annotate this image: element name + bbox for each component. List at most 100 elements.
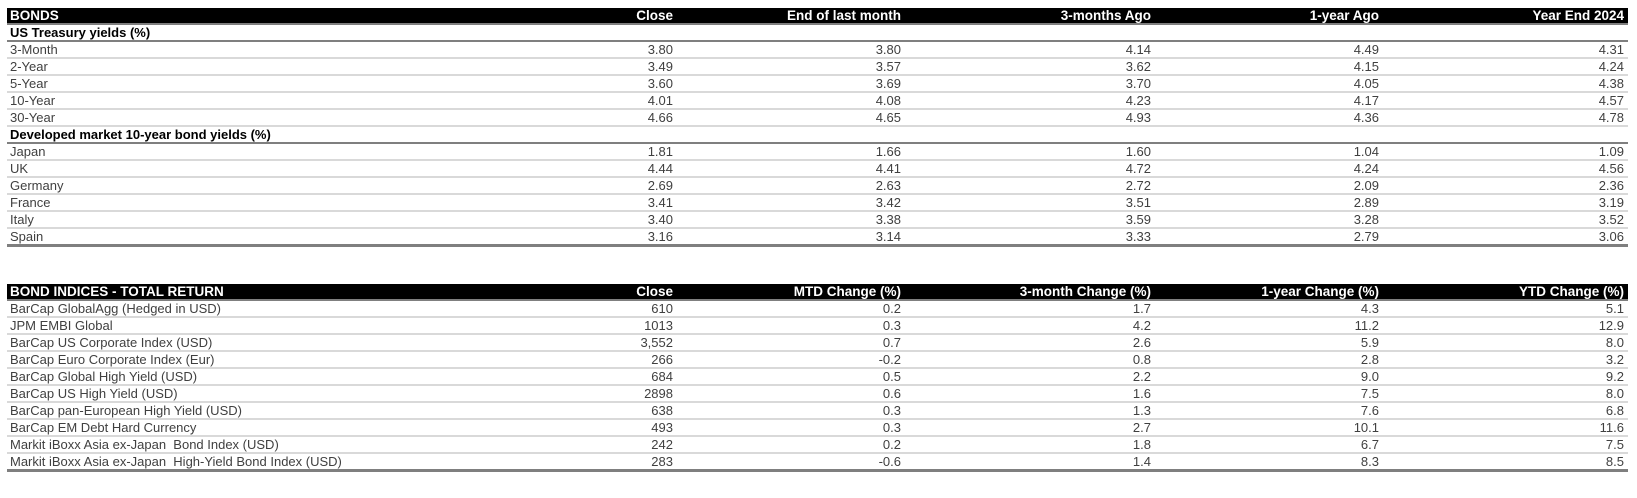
- cell-value: 4.23: [905, 92, 1155, 110]
- cell-value: 7.5: [1383, 436, 1628, 454]
- cell-value: 2.7: [905, 419, 1155, 437]
- cell-value: 1.60: [905, 143, 1155, 161]
- cell-value: 2.63: [677, 177, 905, 195]
- table-row: BarCap US High Yield (USD) 2898 0.6 1.6 7.5 8…: [7, 385, 1628, 403]
- bonds-header-row: BONDS Close End of last month 3-months A…: [7, 8, 1628, 25]
- cell-value: 3.28: [1155, 211, 1383, 229]
- cell-value: 283: [562, 453, 677, 472]
- cell-value: 4.36: [1155, 109, 1383, 127]
- cell-value: 4.17: [1155, 92, 1383, 110]
- row-label: France: [7, 194, 562, 212]
- section-title: US Treasury yields (%): [7, 24, 1628, 42]
- row-label: 3-Month: [7, 41, 562, 59]
- cell-value: 3,552: [562, 334, 677, 352]
- row-label: BarCap Global High Yield (USD): [7, 368, 562, 386]
- row-label: BarCap pan-European High Yield (USD): [7, 402, 562, 420]
- cell-value: 3.40: [562, 211, 677, 229]
- cell-value: 3.19: [1383, 194, 1628, 212]
- cell-value: 4.31: [1383, 41, 1628, 59]
- row-label: 10-Year: [7, 92, 562, 110]
- cell-value: 0.3: [677, 317, 905, 335]
- cell-value: 4.56: [1383, 160, 1628, 178]
- row-label: Italy: [7, 211, 562, 229]
- row-label: Markit iBoxx Asia ex-Japan High-Yield Bo…: [7, 453, 562, 472]
- bonds-table: BONDS Close End of last month 3-months A…: [7, 8, 1628, 247]
- cell-value: 4.49: [1155, 41, 1383, 59]
- cell-value: 1.3: [905, 402, 1155, 420]
- row-label: BarCap US High Yield (USD): [7, 385, 562, 403]
- cell-value: 9.0: [1155, 368, 1383, 386]
- indices-table-title: BOND INDICES - TOTAL RETURN: [7, 284, 562, 301]
- cell-value: 242: [562, 436, 677, 454]
- cell-value: 4.72: [905, 160, 1155, 178]
- cell-value: 3.57: [677, 58, 905, 76]
- bonds-col-3-months-ago: 3-months Ago: [905, 8, 1155, 25]
- row-label: Markit iBoxx Asia ex-Japan Bond Index (U…: [7, 436, 562, 454]
- table-row: 5-Year 3.60 3.69 3.70 4.05 4.38: [7, 75, 1628, 93]
- cell-value: 3.62: [905, 58, 1155, 76]
- row-label: 2-Year: [7, 58, 562, 76]
- cell-value: 4.78: [1383, 109, 1628, 127]
- cell-value: 0.3: [677, 402, 905, 420]
- bond-indices-table: BOND INDICES - TOTAL RETURN Close MTD Ch…: [7, 284, 1628, 472]
- table-row: BarCap US Corporate Index (USD) 3,552 0.7 2…: [7, 334, 1628, 352]
- cell-value: 6.8: [1383, 402, 1628, 420]
- cell-value: 6.7: [1155, 436, 1383, 454]
- bond-market-report: BONDS Close End of last month 3-months A…: [7, 8, 1628, 472]
- row-label: Japan: [7, 143, 562, 161]
- cell-value: 5.9: [1155, 334, 1383, 352]
- cell-value: 2.6: [905, 334, 1155, 352]
- cell-value: 3.33: [905, 228, 1155, 247]
- row-label: Germany: [7, 177, 562, 195]
- cell-value: 638: [562, 402, 677, 420]
- cell-value: 8.5: [1383, 453, 1628, 472]
- cell-value: 3.38: [677, 211, 905, 229]
- row-label: BarCap EM Debt Hard Currency: [7, 419, 562, 437]
- cell-value: -0.2: [677, 351, 905, 369]
- cell-value: 8.0: [1383, 334, 1628, 352]
- cell-value: 3.41: [562, 194, 677, 212]
- cell-value: 4.24: [1383, 58, 1628, 76]
- cell-value: 3.69: [677, 75, 905, 93]
- cell-value: 1.09: [1383, 143, 1628, 161]
- cell-value: 684: [562, 368, 677, 386]
- cell-value: 1.66: [677, 143, 905, 161]
- cell-value: 3.2: [1383, 351, 1628, 369]
- cell-value: -0.6: [677, 453, 905, 472]
- cell-value: 3.70: [905, 75, 1155, 93]
- cell-value: 2.79: [1155, 228, 1383, 247]
- table-row: BarCap GlobalAgg (Hedged in USD) 610 0.2 1.…: [7, 300, 1628, 318]
- cell-value: 4.24: [1155, 160, 1383, 178]
- cell-value: 9.2: [1383, 368, 1628, 386]
- cell-value: 11.6: [1383, 419, 1628, 437]
- table-row: Japan 1.81 1.66 1.60 1.04 1.09: [7, 143, 1628, 161]
- cell-value: 3.06: [1383, 228, 1628, 247]
- bonds-col-year-end-2024: Year End 2024: [1383, 8, 1628, 25]
- table-row: BarCap Euro Corporate Index (Eur) 266 -0.2…: [7, 351, 1628, 369]
- indices-header-row: BOND INDICES - TOTAL RETURN Close MTD Ch…: [7, 284, 1628, 301]
- table-row: France 3.41 3.42 3.51 2.89 3.19: [7, 194, 1628, 212]
- cell-value: 4.38: [1383, 75, 1628, 93]
- cell-value: 1.81: [562, 143, 677, 161]
- indices-table-body: BarCap GlobalAgg (Hedged in USD) 610 0.2 1.…: [7, 300, 1628, 472]
- cell-value: 1013: [562, 317, 677, 335]
- cell-value: 4.2: [905, 317, 1155, 335]
- cell-value: 12.9: [1383, 317, 1628, 335]
- indices-col-1-year-change: 1-year Change (%): [1155, 284, 1383, 301]
- indices-col-ytd-change: YTD Change (%): [1383, 284, 1628, 301]
- cell-value: 0.5: [677, 368, 905, 386]
- cell-value: 4.15: [1155, 58, 1383, 76]
- row-label: Spain: [7, 228, 562, 247]
- cell-value: 4.93: [905, 109, 1155, 127]
- cell-value: 3.59: [905, 211, 1155, 229]
- row-label: JPM EMBI Global: [7, 317, 562, 335]
- table-row: 3-Month 3.80 3.80 4.14 4.49 4.31: [7, 41, 1628, 59]
- cell-value: 7.5: [1155, 385, 1383, 403]
- cell-value: 1.7: [905, 300, 1155, 318]
- cell-value: 3.60: [562, 75, 677, 93]
- bonds-col-close: Close: [562, 8, 677, 25]
- section-header-row: Developed market 10-year bond yields (%): [7, 126, 1628, 144]
- cell-value: 4.01: [562, 92, 677, 110]
- cell-value: 4.41: [677, 160, 905, 178]
- cell-value: 3.16: [562, 228, 677, 247]
